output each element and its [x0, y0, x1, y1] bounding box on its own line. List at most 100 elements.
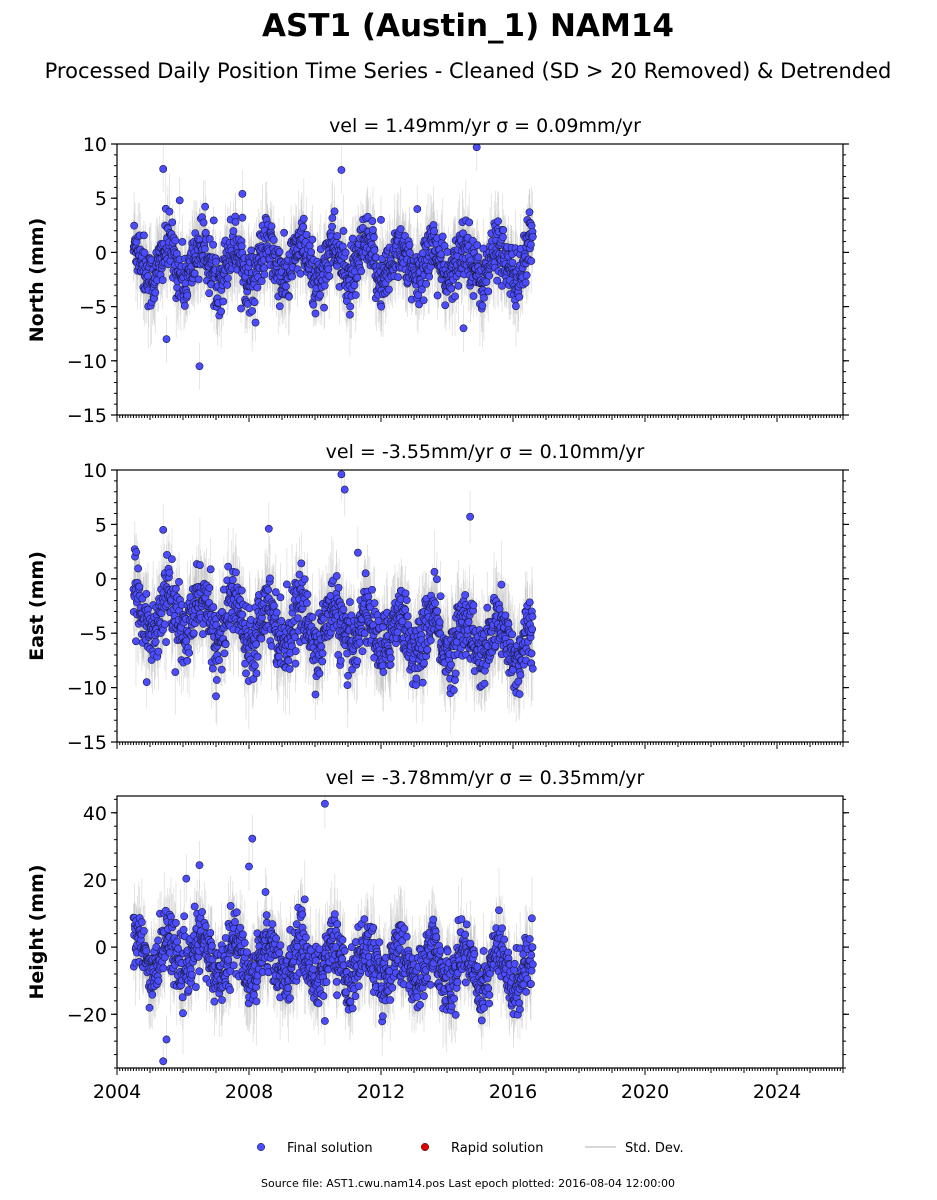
data-point: [221, 640, 230, 649]
data-point: [274, 652, 283, 661]
data-point: [401, 231, 409, 240]
data-point: [447, 284, 456, 293]
data-point: [339, 605, 348, 614]
data-point: [348, 665, 356, 674]
final-solution-points: [129, 470, 537, 701]
data-point: [303, 590, 312, 599]
data-point: [269, 236, 278, 244]
data-point: [414, 291, 423, 300]
data-point: [474, 253, 483, 262]
series-final-solution: [129, 144, 537, 390]
data-point: [217, 307, 226, 316]
data-point: [377, 215, 385, 224]
data-point: [282, 580, 291, 589]
data-point: [253, 652, 262, 661]
data-point: [493, 276, 502, 285]
data-point: [201, 202, 210, 211]
data-point: [299, 214, 308, 223]
data-point: [241, 659, 249, 668]
data-point: [291, 647, 300, 656]
data-point: [142, 589, 151, 598]
data-point: [183, 291, 192, 300]
data-point: [199, 218, 208, 227]
data-point: [252, 640, 261, 649]
data-point: [320, 281, 329, 290]
data-point: [479, 244, 488, 253]
data-point: [419, 296, 428, 305]
y-axis-label: East (mm): [26, 551, 48, 661]
data-point: [275, 302, 284, 311]
data-point: [205, 289, 214, 298]
data-point: [405, 249, 414, 257]
data-point: [296, 269, 305, 278]
data-point: [332, 572, 341, 580]
data-point: [228, 575, 237, 584]
data-point: [499, 233, 507, 242]
data-point: [238, 213, 247, 222]
data-point: [175, 196, 184, 205]
data-point: [271, 588, 280, 597]
data-point: [320, 303, 328, 312]
data-point: [257, 277, 266, 286]
data-point: [333, 232, 342, 240]
data-point: [368, 217, 377, 225]
data-point: [282, 282, 290, 291]
data-point: [311, 309, 320, 318]
data-point: [302, 230, 311, 239]
data-point: [201, 228, 210, 237]
data-point: [307, 248, 316, 257]
data-point: [276, 593, 285, 602]
data-point: [285, 292, 293, 301]
data-point: [209, 240, 218, 249]
data-point: [317, 642, 326, 651]
data-point: [299, 223, 308, 231]
data-point: [277, 617, 286, 625]
data-point: [459, 324, 468, 333]
data-point: [183, 656, 192, 665]
data-point: [369, 233, 378, 242]
data-point: [212, 676, 221, 684]
data-point: [454, 281, 463, 290]
data-point: [459, 229, 467, 238]
data-point: [350, 281, 359, 290]
data-point: [205, 235, 214, 243]
data-point: [480, 293, 488, 302]
data-point: [237, 242, 246, 251]
data-point: [205, 584, 214, 592]
data-point: [231, 568, 240, 577]
data-point: [253, 283, 262, 292]
data-point: [334, 583, 343, 592]
data-point: [275, 247, 284, 256]
data-point: [180, 301, 189, 310]
panel-title: vel = 1.49mm/yr σ = 0.09mm/yr: [329, 115, 641, 137]
data-point: [302, 599, 311, 607]
data-point: [472, 144, 481, 152]
data-point: [181, 279, 190, 288]
data-point: [318, 649, 327, 658]
data-point: [473, 241, 482, 250]
data-point: [484, 287, 493, 296]
data-point: [231, 218, 240, 226]
data-point: [308, 613, 317, 622]
data-point: [209, 603, 218, 612]
data-point: [165, 568, 174, 577]
data-point: [396, 225, 405, 233]
data-point: [154, 647, 163, 656]
data-point: [469, 292, 478, 300]
data-point: [267, 222, 276, 231]
data-point: [238, 610, 247, 619]
data-point: [130, 221, 139, 230]
data-point: [337, 166, 346, 174]
data-point: [211, 257, 220, 266]
figure-title: AST1 (Austin_1) NAM14: [262, 8, 674, 44]
data-point: [206, 565, 215, 574]
data-point: [237, 304, 245, 313]
data-point: [499, 226, 508, 234]
data-point: [348, 234, 357, 243]
data-point: [346, 302, 355, 311]
data-point: [315, 669, 324, 678]
data-point: [151, 637, 160, 646]
data-point: [353, 273, 362, 282]
data-point: [172, 584, 180, 593]
y-axis-label: North (mm): [26, 218, 48, 343]
